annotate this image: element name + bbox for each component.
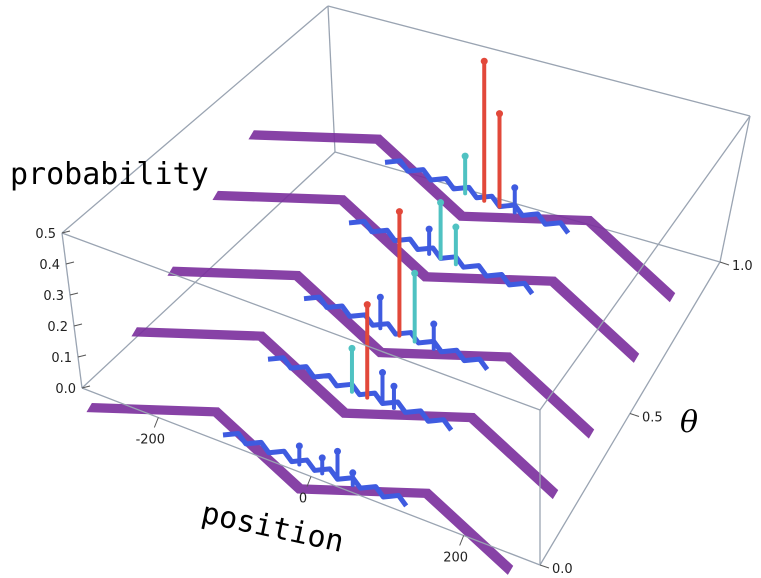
theta-tick-label: 0.5 xyxy=(642,411,663,426)
probability-peak-cap xyxy=(376,293,384,301)
x-tick-label: -200 xyxy=(136,433,166,448)
probability-peak-cap xyxy=(511,184,519,192)
probability-peak-cap xyxy=(334,447,341,455)
theta-tick-mark xyxy=(719,261,730,266)
box-edge-top-right xyxy=(327,5,751,117)
probability-peak-cap xyxy=(395,208,403,216)
probability-peak-cap xyxy=(480,57,488,65)
z-tick-mark xyxy=(61,230,71,234)
z-tick-mark xyxy=(73,323,83,327)
theta-tick-label: 0.0 xyxy=(552,562,573,577)
probability-peak-cap xyxy=(349,469,357,477)
slice-ridge xyxy=(303,294,490,371)
box-edge-back-vertical xyxy=(327,5,336,153)
slice-ridge xyxy=(267,355,454,432)
z-tick-mark xyxy=(69,292,79,296)
y-axis-title: θ xyxy=(680,405,698,440)
z-tick-label: 0.0 xyxy=(55,382,76,397)
x-tick-label: 0 xyxy=(299,492,307,507)
z-tick-label: 0.4 xyxy=(39,258,60,273)
probability-peak-cap xyxy=(390,382,398,390)
z-tick-label: 0.5 xyxy=(35,227,56,242)
theta-slice xyxy=(212,190,640,363)
box-edge-back-right xyxy=(334,151,721,263)
slice-base-sheet xyxy=(131,327,559,500)
z-tick-label: 0.3 xyxy=(43,289,64,304)
box-edge-vertical-right xyxy=(719,115,751,263)
z-tick-mark xyxy=(77,354,87,358)
probability-peak-cap xyxy=(437,199,445,207)
z-tick-label: 0.1 xyxy=(51,351,72,366)
theta-slice xyxy=(167,208,595,439)
probability-peak-cap xyxy=(363,301,371,309)
probability-peak-cap xyxy=(461,152,469,160)
slice-base-sheet xyxy=(248,130,676,303)
x-tick-label: 200 xyxy=(443,551,468,566)
theta-tick-mark xyxy=(629,413,640,417)
box-edge-top-back xyxy=(61,5,329,234)
x-tick-mark xyxy=(306,476,312,487)
theta-slices xyxy=(86,57,676,575)
probability-peak-cap xyxy=(348,344,356,352)
probability-peak-cap xyxy=(318,454,326,462)
x-axis-title: position xyxy=(198,496,347,560)
slice-base-sheet xyxy=(167,266,595,439)
theta-tick-mark xyxy=(539,564,550,569)
probability-peak-cap xyxy=(295,442,303,450)
probability-peak-cap xyxy=(379,369,386,377)
axis-ticks: 0.0 0.1 0.2 0.3 0.4 0.5 -200 0 200 0.0 0.5 1.0 xyxy=(35,227,752,577)
theta-slice xyxy=(131,301,559,500)
x-tick-mark xyxy=(459,535,465,546)
box-edge-vertical-left xyxy=(61,232,83,389)
x-tick-mark xyxy=(153,417,159,428)
probability-peak-cap xyxy=(411,269,419,277)
box-edge-top-left xyxy=(61,232,541,411)
probability-peak-cap xyxy=(496,110,503,118)
z-tick-label: 0.2 xyxy=(47,320,68,335)
z-tick-mark xyxy=(65,261,75,265)
theta-tick-label: 1.0 xyxy=(732,259,753,274)
theta-slice xyxy=(86,402,514,575)
slice-base-sheet xyxy=(86,402,514,575)
slice-ridge xyxy=(222,431,409,508)
probability-peak-cap xyxy=(425,225,433,233)
slice-base-sheet xyxy=(212,190,640,363)
slice-ridge xyxy=(384,158,571,235)
bounding-box-front xyxy=(61,5,751,566)
box-edge-top-front xyxy=(539,115,751,411)
probability-peak-cap xyxy=(430,320,438,328)
z-axis-title: probability xyxy=(10,157,209,192)
probability-peak-cap xyxy=(452,223,460,231)
theta-slice xyxy=(248,57,676,303)
z-tick-mark xyxy=(81,385,91,389)
